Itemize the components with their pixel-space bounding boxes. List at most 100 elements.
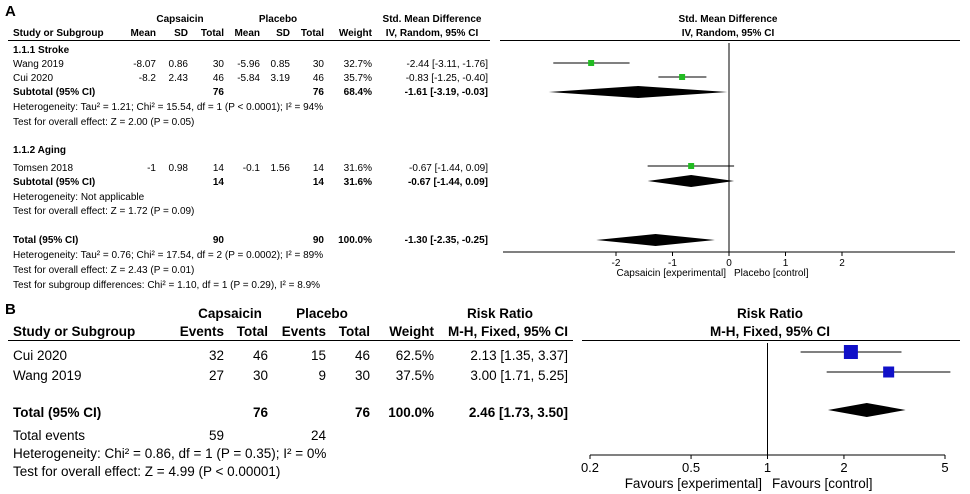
row-study: Cui 2020 xyxy=(13,348,68,363)
subtotal-label: Subtotal (95% CI) xyxy=(13,87,96,98)
row-total2: 14 xyxy=(312,163,324,174)
b-tick-label: 5 xyxy=(941,460,948,475)
b-favours-left: Favours [experimental] xyxy=(624,476,762,491)
a-tick-label: 0 xyxy=(726,258,732,269)
a-tick-label: 2 xyxy=(839,258,845,269)
row-events2: 9 xyxy=(318,368,326,383)
a-sub1-overall-test: Test for overall effect: Z = 2.00 (P = 0… xyxy=(13,117,195,128)
events-group2: 24 xyxy=(310,428,326,443)
total-ci: 2.46 [1.73, 3.50] xyxy=(468,405,568,420)
row-weight: 32.7% xyxy=(343,59,372,70)
a-group2-header: Placebo xyxy=(258,14,298,25)
b-group2-header: Placebo xyxy=(296,306,348,321)
row-sd1: 2.43 xyxy=(168,73,188,84)
events-label: Total events xyxy=(13,428,86,443)
b-total1-header: Total xyxy=(236,324,268,339)
subtotal-weight: 68.4% xyxy=(343,87,372,98)
events-group1: 59 xyxy=(208,428,224,443)
a-sub2-label: 1.1.2 Aging xyxy=(13,145,66,156)
a-total1-header: Total xyxy=(200,28,224,39)
total-label: Total (95% CI) xyxy=(13,405,102,420)
row-sd2: 3.19 xyxy=(270,73,290,84)
b-effect-sub: M-H, Fixed, 95% CI xyxy=(447,324,568,339)
b-weight-header: Weight xyxy=(389,324,434,339)
a-mean2-header: Mean xyxy=(234,28,260,39)
subtotal-total1: 14 xyxy=(212,177,224,188)
a-favours-right: Placebo [control] xyxy=(734,268,809,279)
row-mean2: -0.1 xyxy=(242,163,260,174)
a-effect-sub: IV, Random, 95% CI xyxy=(385,28,479,39)
row-events1: 27 xyxy=(208,368,224,383)
a-pooled-diamond xyxy=(596,234,715,246)
b-effect-title: Risk Ratio xyxy=(466,306,534,321)
b-events2-header: Events xyxy=(281,324,326,339)
b-plot-header-rule xyxy=(582,340,960,341)
row-total2: 30 xyxy=(312,59,324,70)
total-total1: 90 xyxy=(212,235,224,246)
b-events1-header: Events xyxy=(179,324,224,339)
subtotal-total2: 76 xyxy=(312,87,324,98)
a-subgroup-differences: Test for subgroup differences: Chi² = 1.… xyxy=(13,280,321,291)
total-total1: 76 xyxy=(252,405,268,420)
a-sd1-header: SD xyxy=(174,28,188,39)
row-ci: 2.13 [1.35, 3.37] xyxy=(470,348,568,363)
a-plot-title: Std. Mean Difference xyxy=(678,14,778,25)
a-sd2-header: SD xyxy=(276,28,290,39)
row-total1: 30 xyxy=(212,59,224,70)
subtotal-weight: 31.6% xyxy=(343,177,372,188)
row-weight: 37.5% xyxy=(395,368,434,383)
subtotal-total1: 76 xyxy=(212,87,224,98)
b-tick-label: 1 xyxy=(764,460,771,475)
row-sd2: 1.56 xyxy=(270,163,290,174)
b-study-marker xyxy=(843,345,858,359)
a-sub1-heterogeneity: Heterogeneity: Tau² = 1.21; Chi² = 15.54… xyxy=(13,102,324,113)
b-header-rule xyxy=(8,340,573,341)
a-tick-label: -1 xyxy=(668,258,677,269)
row-events1: 32 xyxy=(208,348,224,363)
row-total1: 30 xyxy=(252,368,268,383)
b-heterogeneity: Heterogeneity: Chi² = 0.86, df = 1 (P = … xyxy=(13,446,327,461)
row-total2: 46 xyxy=(354,348,370,363)
total-ci: -1.30 [-2.35, -0.25] xyxy=(404,235,488,246)
row-sd1: 0.86 xyxy=(168,59,188,70)
a-study-marker xyxy=(588,60,595,66)
a-study-marker xyxy=(688,163,695,169)
b-plot-sub: M-H, Fixed, 95% CI xyxy=(709,324,831,339)
b-tick-label: 0.2 xyxy=(581,460,599,475)
row-sd1: 0.98 xyxy=(168,163,188,174)
b-plot-title: Risk Ratio xyxy=(736,306,804,321)
row-mean1: -1 xyxy=(147,163,156,174)
total-weight: 100.0% xyxy=(338,235,372,246)
b-overall-test: Test for overall effect: Z = 4.99 (P < 0… xyxy=(13,464,281,479)
panel-a-letter: A xyxy=(5,3,16,20)
a-study-header: Study or Subgroup xyxy=(13,28,104,39)
a-pooled-diamond xyxy=(548,86,728,98)
row-study: Cui 2020 xyxy=(13,73,54,84)
a-favours-left: Capsaicin [experimental] xyxy=(616,268,727,279)
row-total1: 14 xyxy=(212,163,224,174)
row-weight: 62.5% xyxy=(395,348,434,363)
row-study: Tomsen 2018 xyxy=(13,163,74,174)
row-weight: 35.7% xyxy=(343,73,372,84)
row-ci: -2.44 [-3.11, -1.76] xyxy=(406,59,488,70)
row-total1: 46 xyxy=(212,73,224,84)
row-mean1: -8.2 xyxy=(138,73,156,84)
total-weight: 100.0% xyxy=(388,405,434,420)
total-label: Total (95% CI) xyxy=(13,235,79,246)
row-ci: -0.67 [-1.44, 0.09] xyxy=(409,163,488,174)
row-weight: 31.6% xyxy=(343,163,372,174)
a-pooled-diamond xyxy=(647,175,735,187)
row-total1: 46 xyxy=(252,348,268,363)
total-total2: 76 xyxy=(354,405,370,420)
row-total2: 30 xyxy=(354,368,370,383)
b-tick-label: 2 xyxy=(840,460,847,475)
a-total-overall-test: Test for overall effect: Z = 2.43 (P = 0… xyxy=(13,265,195,276)
b-favours-right: Favours [control] xyxy=(772,476,873,491)
a-group1-header: Capsaicin xyxy=(156,14,204,25)
b-tick-label: 0.5 xyxy=(682,460,700,475)
a-weight-header: Weight xyxy=(338,28,372,39)
a-total2-header: Total xyxy=(300,28,324,39)
subtotal-label: Subtotal (95% CI) xyxy=(13,177,96,188)
row-study: Wang 2019 xyxy=(13,59,64,70)
